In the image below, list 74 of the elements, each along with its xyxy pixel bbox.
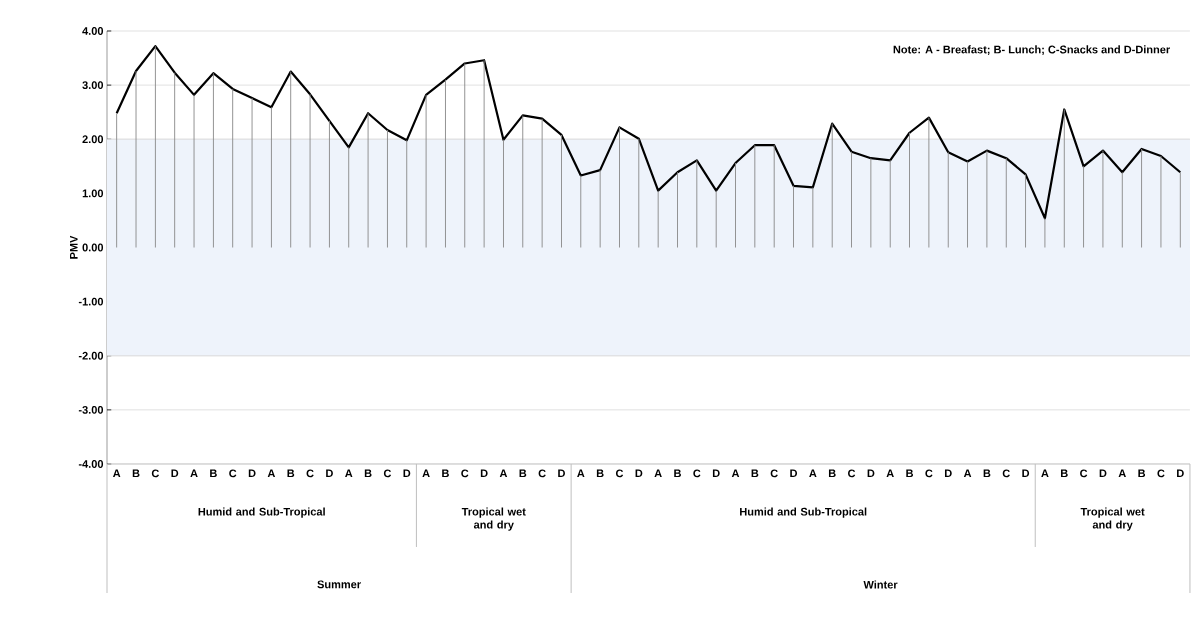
x-tick-label: A [1041,469,1049,478]
x-tick-label: A [190,469,198,478]
x-tick-label: D [326,469,333,478]
x-tick-label: A [345,469,353,478]
x-tick-label: D [248,469,256,478]
y-tick-label: -2.00 [78,351,104,360]
x-tick-label: A [112,469,121,478]
x-tick-label: C [538,469,546,478]
y-tick-label: 3.00 [82,81,104,90]
x-tick-label: B [596,469,604,478]
x-tick-label: A [422,469,430,478]
x-tick-label: C [151,469,160,478]
x-tick-label: D [867,469,875,478]
y-tick-label: -4.00 [78,460,104,468]
x-tick-label: C [229,469,237,478]
x-tick-label: A [267,469,276,478]
text: Humid and Sub-Tropical [198,507,325,518]
x-tick-label: C [615,469,624,478]
x-tick-label: D [1022,469,1030,478]
line-series [115,45,1182,220]
x-tick-label: A [499,469,508,478]
y-tick-label: 2.00 [82,135,104,144]
x-tick-label: C [693,469,701,478]
x-tick-label: B [674,469,681,478]
y-tick-label: 4.00 [82,27,104,35]
x-tick-label: B [1061,469,1068,478]
x-tick-label: D [944,469,952,478]
x-tick-label: D [403,469,411,478]
annotation: Note: A - Breafast; B- Lunch; C-Snacks and D-Dinner [893,45,1170,55]
x-tick-label: B [983,469,991,478]
x-tick-label: B [906,469,914,478]
text: Humid and Sub-Tropical [740,507,867,518]
x-tick-label: B [828,469,836,478]
x-tick-label: C [461,469,469,478]
x-tick-label: A [577,469,585,478]
x-tick-label: B [287,469,295,478]
x-tick-label: B [442,469,449,478]
x-tick-label: D [171,469,179,478]
y-axis-title: PMV [70,235,78,259]
x-tick-label: C [848,469,856,478]
x-tick-label: D [1177,469,1184,478]
x-tick-label: B [751,469,759,478]
x-tick-label: A [654,469,662,478]
x-tick-label: B [210,469,217,478]
x-tick-label: D [712,469,720,478]
x-tick-label: A [809,469,817,478]
x-tick-label: D [635,469,643,478]
x-tick-label: D [480,469,488,478]
x-tick-label: B [364,469,372,478]
x-tick-label: B [519,469,527,478]
x-tick-label: C [383,469,392,478]
x-tick-label: C [925,469,933,478]
x-tick-label: A [1118,469,1126,478]
x-tick-label: A [886,469,894,478]
x-tick-label: B [132,469,140,478]
text: Summer [317,580,361,589]
x-tick-label: C [1080,469,1088,478]
y-tick-label: -3.00 [78,405,104,414]
x-tick-label: D [1099,469,1107,478]
x-tick-label: D [558,469,565,478]
x-tick-label: D [790,469,798,478]
x-tick-label: C [1157,469,1165,478]
x-tick-label: B [1138,469,1146,478]
y-tick-label: 0.00 [82,243,104,252]
text: Tropical wet and dry [461,507,526,531]
text: Winter [863,580,898,589]
x-tick-label: C [770,469,778,478]
y-tick-label: 1.00 [82,189,104,198]
x-tick-label: A [731,469,740,478]
x-tick-label: C [306,469,314,478]
text: Tropical wet and dry [1080,507,1145,531]
x-tick-label: C [1002,469,1010,478]
x-tick-label: A [963,469,972,478]
y-tick-label: -1.00 [78,297,104,306]
